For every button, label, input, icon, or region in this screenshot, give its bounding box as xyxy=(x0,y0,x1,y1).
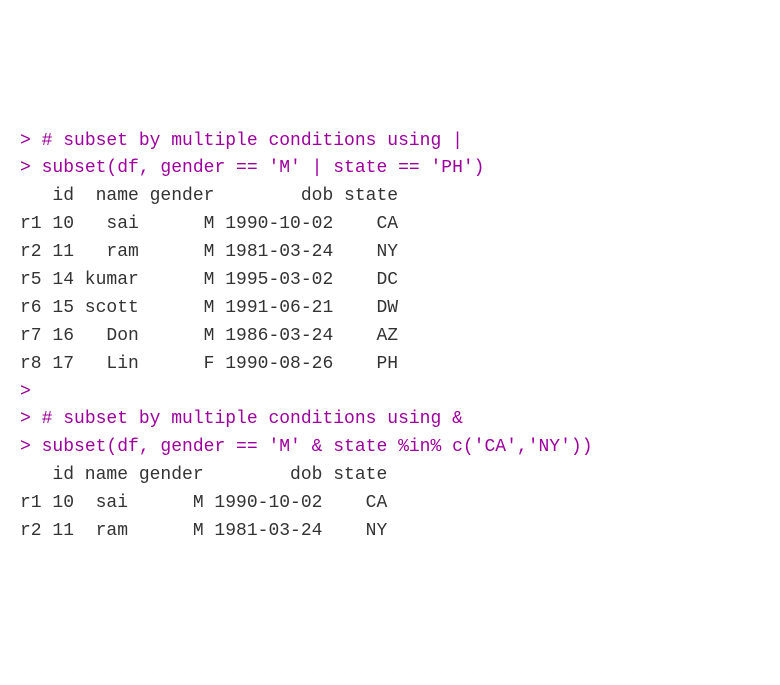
table1-row: r2 11 ram M 1981-03-24 NY xyxy=(20,242,398,262)
table2-row: r1 10 sai M 1990-10-02 CA xyxy=(20,493,387,513)
table2-header: id name gender dob state xyxy=(20,465,387,485)
table1-row: r7 16 Don M 1986-03-24 AZ xyxy=(20,326,398,346)
command-comment-1: # subset by multiple conditions using | xyxy=(42,131,463,151)
console-prompt: > # subset by multiple conditions using … xyxy=(20,409,463,429)
table2-row: r2 11 ram M 1981-03-24 NY xyxy=(20,521,387,541)
command-comment-2: # subset by multiple conditions using & xyxy=(42,409,463,429)
table1-row: r8 17 Lin F 1990-08-26 PH xyxy=(20,354,398,374)
console-prompt: > # subset by multiple conditions using … xyxy=(20,131,463,151)
command-subset-2: subset(df, gender == 'M' & state %in% c(… xyxy=(42,437,593,457)
command-subset-1: subset(df, gender == 'M' | state == 'PH'… xyxy=(42,158,485,178)
console-empty-prompt: > xyxy=(20,382,42,402)
table1-header: id name gender dob state xyxy=(20,186,398,206)
table1-row: r1 10 sai M 1990-10-02 CA xyxy=(20,214,398,234)
console-prompt: > subset(df, gender == 'M' & state %in% … xyxy=(20,437,593,457)
table1-row: r5 14 kumar M 1995-03-02 DC xyxy=(20,270,398,290)
r-console: > # subset by multiple conditions using … xyxy=(20,128,760,546)
console-prompt: > subset(df, gender == 'M' | state == 'P… xyxy=(20,158,484,178)
table1-row: r6 15 scott M 1991-06-21 DW xyxy=(20,298,398,318)
